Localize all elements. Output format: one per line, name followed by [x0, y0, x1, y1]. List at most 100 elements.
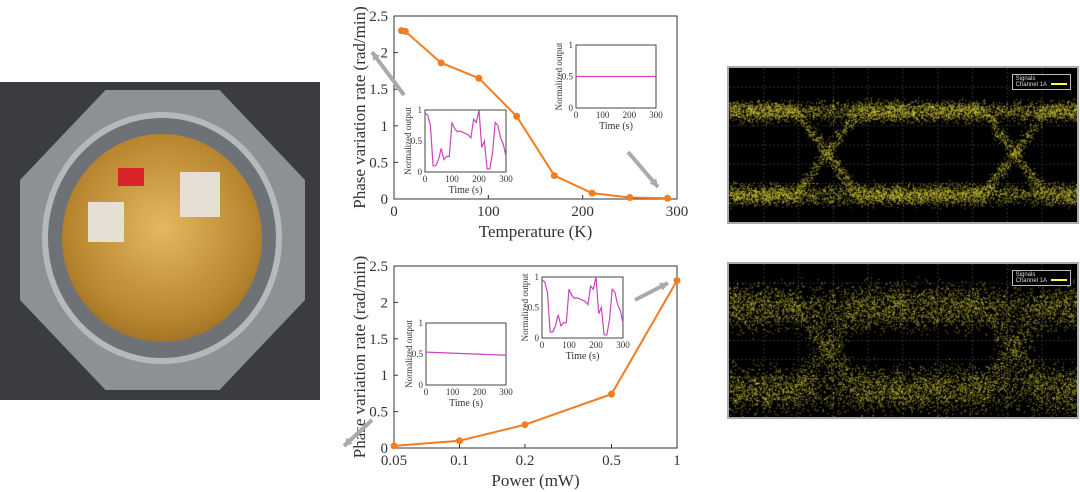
inset-x-label: Time (s): [449, 185, 483, 196]
cryostat-photo: [0, 82, 320, 400]
y-axis-label: Phase variation rate (rad/min): [350, 256, 369, 459]
data-point: [626, 194, 634, 202]
eye-diagram-top: Signals Channel 1A: [727, 66, 1079, 224]
inset-y-label: Normalized output: [520, 273, 530, 341]
inset-x-tick-label: 0: [423, 174, 428, 184]
inset-x-tick-label: 200: [589, 340, 603, 350]
inset-x-tick-label: 100: [445, 174, 459, 184]
inset-x-tick-label: 200: [472, 174, 486, 184]
red-mount: [118, 168, 144, 186]
x-tick-label: 300: [666, 204, 689, 220]
x-tick-label: 1: [673, 453, 681, 469]
inset-trace: [424, 109, 507, 170]
data-point: [475, 74, 483, 82]
y-tick-label: 1.5: [369, 332, 388, 348]
data-point: [588, 189, 596, 197]
inset-y-tick-label: 0: [418, 167, 423, 177]
y-tick-label: 2: [381, 295, 389, 311]
arrow-head: [344, 437, 353, 446]
arrow-head: [659, 282, 668, 291]
inset-frame: [541, 276, 624, 339]
inset-x-tick-label: 0: [424, 387, 429, 397]
inset-x-tick-label: 100: [562, 340, 576, 350]
eye-legend: Signals Channel 1A: [1011, 270, 1071, 286]
inset-x-tick-label: 0: [574, 110, 579, 120]
data-point: [455, 437, 463, 445]
inset-trace: [541, 276, 624, 336]
y-tick-label: 2.5: [369, 9, 388, 25]
inset-frame: [424, 109, 507, 173]
eye-diagram-canvas: [729, 68, 1077, 222]
y-tick-label: 1.5: [369, 82, 388, 98]
inset-x-tick-label: 300: [649, 110, 663, 120]
plot-frame: [393, 15, 678, 200]
legend-title: Signals: [1015, 272, 1036, 278]
arrow-head: [649, 178, 658, 187]
eye-diagram-bottom: Signals Channel 1A: [727, 262, 1079, 419]
x-tick-label: 0.5: [602, 453, 621, 469]
data-point: [664, 194, 672, 202]
inset-x-label: Time (s): [599, 121, 633, 132]
y-tick-label: 0.5: [369, 405, 388, 421]
inset-y-label: Normalized output: [404, 320, 414, 388]
legend-channel: Channel 1A: [1015, 82, 1047, 88]
x-tick-label: 0.1: [450, 453, 469, 469]
inset-y-tick-label: 0.5: [412, 349, 424, 359]
data-point: [390, 442, 398, 450]
inset-x-tick-label: 0: [540, 340, 545, 350]
inset-y-tick-label: 0.5: [562, 72, 574, 82]
y-tick-label: 2.5: [369, 259, 388, 275]
x-tick-label: 100: [477, 204, 500, 220]
data-point: [437, 59, 445, 67]
optical-block: [180, 172, 220, 217]
inset-y-tick-label: 1: [418, 105, 423, 115]
y-axis-label: Phase variation rate (rad/min): [350, 6, 369, 209]
inset-y-tick-label: 0: [569, 103, 574, 113]
inset-trace: [425, 351, 507, 356]
data-point: [550, 172, 558, 180]
x-tick-label: 200: [571, 204, 594, 220]
inset-y-tick-label: 1: [569, 40, 574, 50]
inset-y-tick-label: 0.5: [528, 303, 540, 313]
inset-y-label: Normalized output: [554, 42, 564, 110]
inset-x-tick-label: 300: [499, 174, 513, 184]
inset-x-label: Time (s): [449, 398, 483, 409]
plot-frame: [393, 265, 678, 449]
inset-y-tick-label: 0: [419, 380, 424, 390]
inset-x-label: Time (s): [566, 351, 600, 362]
legend-title: Signals: [1015, 76, 1036, 82]
inset-y-tick-label: 0.5: [411, 136, 423, 146]
eye-legend: Signals Channel 1A: [1011, 74, 1071, 90]
y-tick-label: 1: [381, 119, 389, 135]
eye-diagram-canvas: [729, 264, 1077, 417]
inset-x-tick-label: 200: [473, 387, 487, 397]
x-axis-label: Power (mW): [491, 471, 579, 490]
x-axis-label: Temperature (K): [479, 222, 593, 241]
inset-y-label: Normalized output: [403, 107, 413, 175]
data-point: [521, 421, 529, 429]
y-tick-label: 0: [381, 192, 389, 208]
inset-x-tick-label: 200: [623, 110, 637, 120]
y-tick-label: 1: [381, 368, 389, 384]
data-point: [401, 27, 409, 35]
x-tick-label: 0.05: [381, 453, 407, 469]
inset-x-tick-label: 100: [596, 110, 610, 120]
inset-y-tick-label: 1: [535, 272, 540, 282]
data-point: [513, 112, 521, 120]
x-tick-label: 0.2: [516, 453, 535, 469]
inset-x-tick-label: 100: [446, 387, 460, 397]
y-tick-label: 0: [381, 441, 389, 457]
optical-block: [88, 202, 124, 242]
y-tick-label: 2: [381, 46, 389, 62]
inset-x-tick-label: 300: [616, 340, 630, 350]
data-point: [608, 390, 616, 398]
legend-channel: Channel 1A: [1015, 278, 1047, 284]
inset-y-tick-label: 0: [535, 333, 540, 343]
data-point: [673, 277, 681, 285]
y-tick-label: 0.5: [369, 155, 388, 171]
inset-x-tick-label: 300: [499, 387, 513, 397]
inset-y-tick-label: 1: [419, 318, 424, 328]
arrow-head: [372, 52, 381, 61]
x-tick-label: 0: [390, 204, 398, 220]
